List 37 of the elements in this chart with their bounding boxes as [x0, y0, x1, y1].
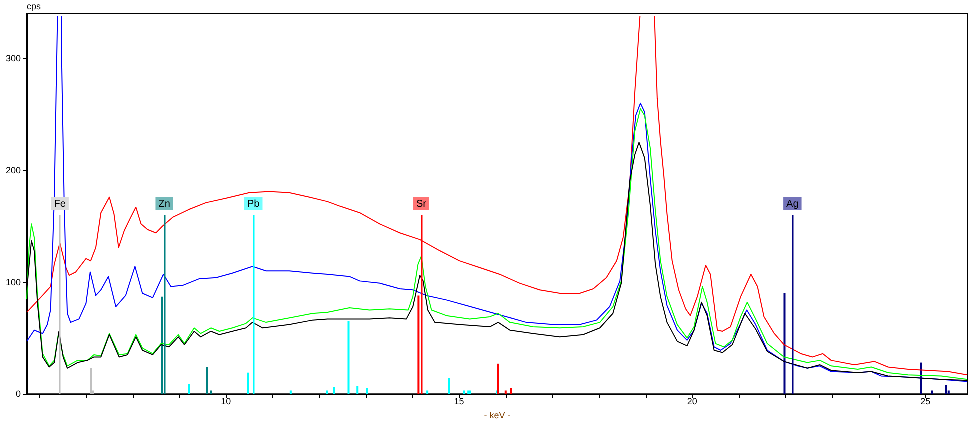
bar: [468, 390, 470, 394]
bar: [348, 321, 350, 394]
bar: [247, 372, 250, 394]
y-tick-label: 0: [16, 389, 21, 400]
bar: [90, 368, 92, 394]
x-axis-title: - keV -: [484, 410, 511, 420]
ref-line-label: Fe: [54, 198, 66, 210]
bar: [784, 293, 786, 394]
ref-line-label: Zn: [158, 198, 170, 210]
bar: [504, 390, 507, 394]
bar: [448, 378, 450, 394]
y-tick-label: 300: [6, 54, 21, 64]
y-axis-title: cps: [27, 2, 42, 12]
bar: [510, 388, 512, 394]
bar: [931, 390, 934, 394]
x-tick-label: 15: [454, 396, 464, 407]
bar: [326, 390, 328, 394]
x-tick-label: 20: [687, 396, 698, 407]
x-tick-label: 25: [920, 396, 931, 407]
bar: [188, 384, 190, 394]
bar: [945, 385, 948, 394]
bar: [290, 390, 292, 394]
y-tick-label: 100: [6, 277, 21, 288]
bar: [426, 390, 429, 394]
bar: [463, 390, 466, 394]
bar: [206, 367, 208, 394]
bar: [366, 388, 368, 394]
bar: [333, 387, 336, 394]
ref-line-label: Sr: [416, 198, 428, 210]
ref-line-label: Pb: [248, 198, 260, 210]
x-tick-label: 10: [221, 396, 232, 407]
bar: [418, 296, 420, 394]
y-tick-label: 200: [6, 166, 21, 176]
bar: [497, 364, 500, 394]
bar: [469, 390, 472, 394]
ref-line-label: Ag: [786, 198, 799, 210]
bar: [356, 386, 359, 394]
